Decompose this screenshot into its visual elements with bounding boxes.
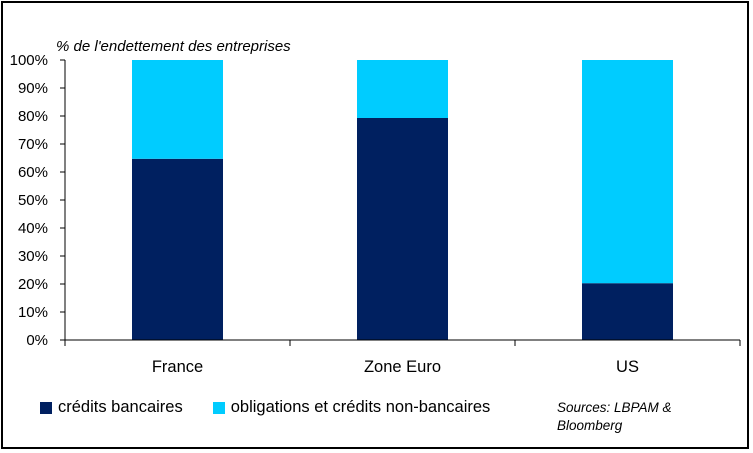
legend-label-bonds: obligations et crédits non-bancaires (230, 398, 491, 416)
bar-bank-credits-1 (357, 118, 448, 340)
legend-item-bank-credits: crédits bancaires (40, 398, 183, 417)
bar-bank-credits-2 (582, 283, 673, 340)
y-tick-label: 100% (10, 52, 48, 69)
legend: crédits bancaires obligations et crédits… (40, 398, 520, 417)
y-tick-label: 10% (18, 304, 48, 321)
legend-swatch-bank-credits (40, 401, 52, 414)
x-tick-label: France (152, 358, 203, 376)
source-note: Sources: LBPAM & Bloomberg (557, 400, 672, 433)
y-tick-label: 70% (18, 136, 48, 153)
x-tick-label: US (616, 358, 639, 376)
y-tick-label: 30% (18, 248, 48, 265)
bar-bonds-2 (582, 60, 673, 284)
bar-bank-credits-0 (132, 158, 223, 340)
y-tick-label: 50% (18, 192, 48, 209)
y-tick-label: 20% (18, 276, 48, 293)
bar-bonds-0 (132, 60, 223, 159)
y-tick-label: 90% (18, 80, 48, 97)
legend-swatch-bonds (212, 401, 225, 414)
y-tick-label: 80% (18, 108, 48, 125)
legend-label-bank-credits: crédits bancaires (58, 398, 183, 416)
y-tick-label: 40% (18, 220, 48, 237)
y-tick-label: 60% (18, 164, 48, 181)
y-tick-label: 0% (26, 332, 48, 349)
x-tick-label: Zone Euro (364, 358, 441, 376)
legend-item-bonds: obligations et crédits non-bancaires (212, 398, 491, 417)
y-axis-label: % de l'endettement des entreprises (56, 38, 291, 55)
bar-bonds-1 (357, 60, 448, 118)
